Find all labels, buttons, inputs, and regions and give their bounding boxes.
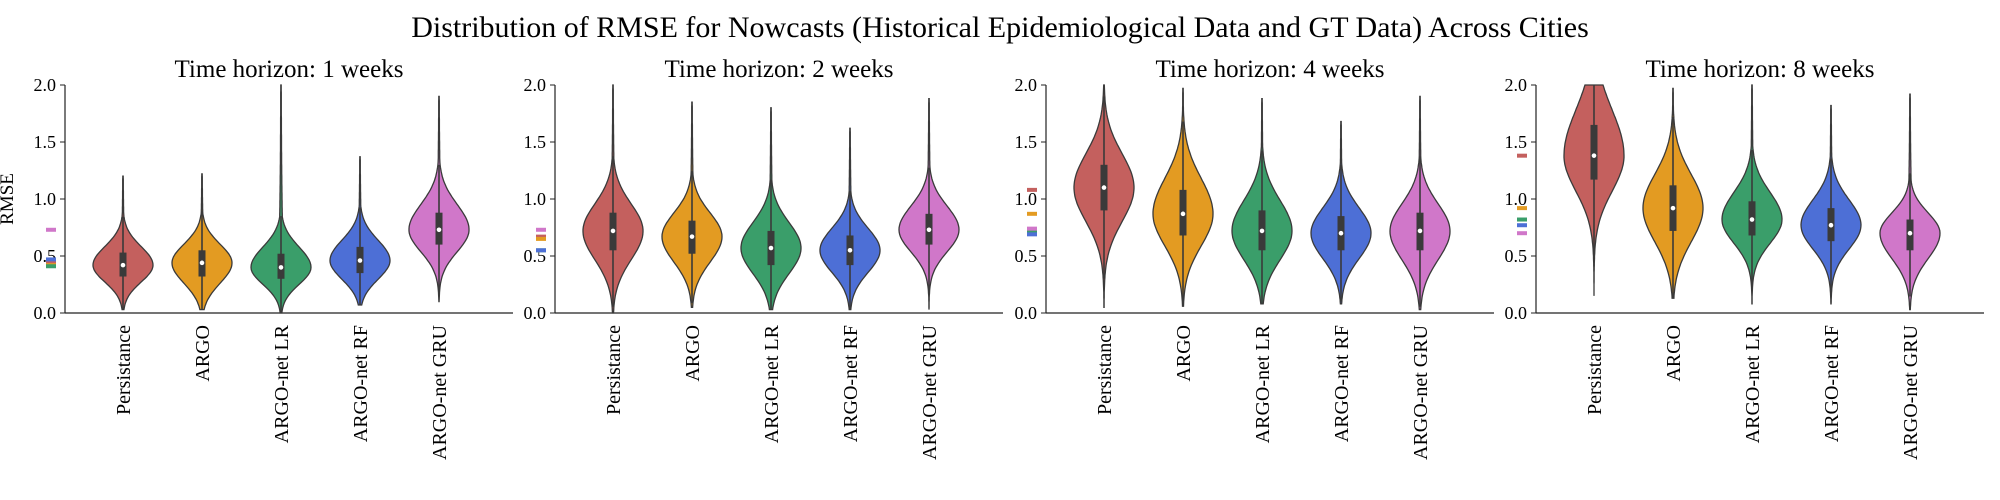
y-tick-label: 1.5: [524, 132, 547, 152]
y-tick-label: 1.0: [1015, 189, 1038, 209]
y-tick-label: 0.0: [1015, 303, 1038, 323]
violin-median-dot: [1749, 217, 1755, 222]
chart-panel-4: Time horizon: 8 weeks 0.0 0.5 1.0 1.5 2.0 Pers…: [1505, 56, 1984, 460]
y-tick-label: 0.5: [1015, 246, 1038, 266]
x-tick-label: ARGO-net LR: [1742, 324, 1764, 443]
y-tick-label: 1.5: [1015, 132, 1038, 152]
y-tick-label: 1.5: [34, 132, 57, 152]
x-tick-label: Persistance: [603, 325, 625, 415]
violin-iqr-box: [1590, 124, 1598, 180]
violin-median-dot: [1591, 153, 1597, 158]
violin-median-dot: [1670, 205, 1676, 211]
violin-median-dot: [436, 227, 442, 233]
y-tick-label: 1.0: [524, 189, 547, 209]
x-tick-label: ARGO: [682, 325, 704, 382]
x-tick-label: ARGO-net RF: [1331, 325, 1353, 442]
y-tick-label: 2.0: [1505, 75, 1528, 95]
violin-median-dot: [1907, 230, 1913, 236]
violin-median-dot: [199, 260, 205, 266]
y-tick-label: 0.5: [1505, 246, 1528, 266]
violin-median-dot: [768, 245, 774, 251]
x-tick-label: ARGO-net RF: [1821, 325, 1843, 442]
violin-median-dot: [120, 262, 126, 268]
y-tick-label: 2.0: [1015, 75, 1038, 95]
panels-container: Time horizon: 1 weeks 0.0 0.5 1.0 1.5 2.0 RMSE…: [0, 56, 1984, 460]
x-tick-label: ARGO-net LR: [1252, 324, 1274, 443]
violin-median-dot: [926, 227, 932, 233]
y-tick-label: 1.0: [34, 189, 57, 209]
y-tick-label: 1.5: [1505, 132, 1528, 152]
panel-title: Time horizon: 1 weeks: [175, 56, 404, 83]
x-tick-label: ARGO-net GRU: [1410, 324, 1432, 460]
x-tick-label: Persistance: [1094, 325, 1116, 415]
y-tick-label: 1.0: [1505, 189, 1528, 209]
x-tick-label: ARGO-net GRU: [429, 324, 451, 460]
x-tick-label: Persistance: [113, 325, 135, 415]
violin-median-dot: [610, 228, 616, 234]
panel-title: Time horizon: 2 weeks: [665, 56, 894, 83]
x-tick-label: ARGO: [192, 325, 214, 382]
x-tick-label: ARGO: [1663, 325, 1685, 382]
x-tick-label: ARGO-net RF: [350, 325, 372, 442]
y-tick-label: 0.0: [1505, 303, 1528, 323]
y-tick-label: 0.0: [34, 303, 57, 323]
x-tick-label: Persistance: [1584, 325, 1606, 415]
violin-median-dot: [357, 258, 363, 263]
chart-panel-1: Time horizon: 1 weeks0.00.51.01.52.0RMSE…: [0, 56, 513, 460]
violin-median-dot: [1417, 228, 1423, 234]
y-tick-label: 0.0: [524, 303, 547, 323]
x-tick-label: ARGO-net GRU: [1900, 324, 1922, 460]
violin-median-dot: [689, 234, 695, 239]
panel-title: Time horizon: 4 weeks: [1156, 56, 1385, 83]
violin-median-dot: [1259, 228, 1265, 234]
y-tick-label: 2.0: [34, 75, 57, 95]
panel-title: Time horizon: 8 weeks: [1646, 56, 1875, 83]
y-tick-label: 2.0: [524, 75, 547, 95]
violin-median-dot: [847, 248, 853, 253]
figure-title: Distribution of RMSE for Nowcasts (Histo…: [411, 11, 1589, 44]
violin-median-dot: [1828, 222, 1834, 228]
violin-median-dot: [1101, 185, 1107, 190]
chart-panel-2: Time horizon: 2 weeks0.00.51.01.52.0Pers…: [524, 56, 1003, 460]
violin-median-dot: [278, 265, 284, 270]
violin-body: [250, 84, 312, 314]
x-tick-label: ARGO-net LR: [761, 324, 783, 443]
violin-median-dot: [1180, 211, 1186, 217]
violin-median-dot: [1338, 230, 1344, 236]
x-tick-label: ARGO-net GRU: [919, 324, 941, 460]
x-tick-label: ARGO-net RF: [840, 325, 862, 442]
x-tick-label: ARGO-net LR: [271, 324, 293, 443]
x-tick-label: ARGO: [1173, 325, 1195, 382]
chart-panel-3: Time horizon: 4 weeks 0.0 0.5 1.0 1.5 2.0 Pers…: [1015, 56, 1494, 460]
y-axis-label: RMSE: [0, 173, 18, 225]
